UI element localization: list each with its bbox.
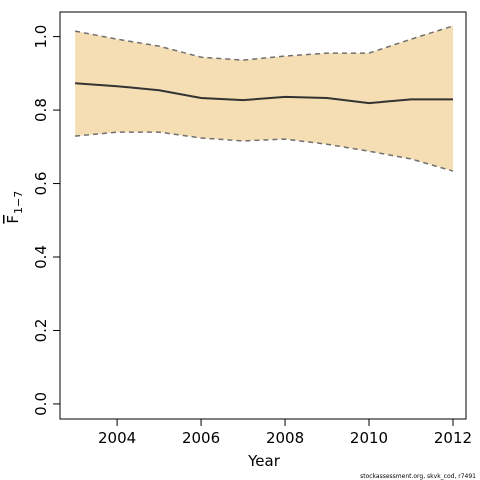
y-tick-label: 0.8 xyxy=(32,98,50,122)
lower-bound xyxy=(75,131,454,172)
footnote: stockassessment.org, skvk_cod, r7491 xyxy=(360,473,476,480)
y-tick-label: 0.6 xyxy=(32,172,50,196)
x-tick-label: 2004 xyxy=(98,429,136,447)
y-tick-label: 0.2 xyxy=(32,319,50,343)
y-axis-label-sub: 1−7 xyxy=(12,191,25,214)
x-tick-label: 2008 xyxy=(266,429,304,447)
y-axis-label-group: F 1−7 xyxy=(4,191,25,224)
y-tick-label: 0.4 xyxy=(32,245,50,269)
line xyxy=(75,82,453,105)
y-tick-label: 0.0 xyxy=(32,392,50,416)
x-tick-label: 2012 xyxy=(434,429,472,447)
upper-bound xyxy=(74,25,454,61)
x-tick-label: 2010 xyxy=(350,429,388,447)
x-tick-label: 2006 xyxy=(182,429,220,447)
y-tick-label: 1.0 xyxy=(32,25,50,49)
x-axis-label: Year xyxy=(247,452,281,470)
y-axis-label: F xyxy=(4,215,22,224)
